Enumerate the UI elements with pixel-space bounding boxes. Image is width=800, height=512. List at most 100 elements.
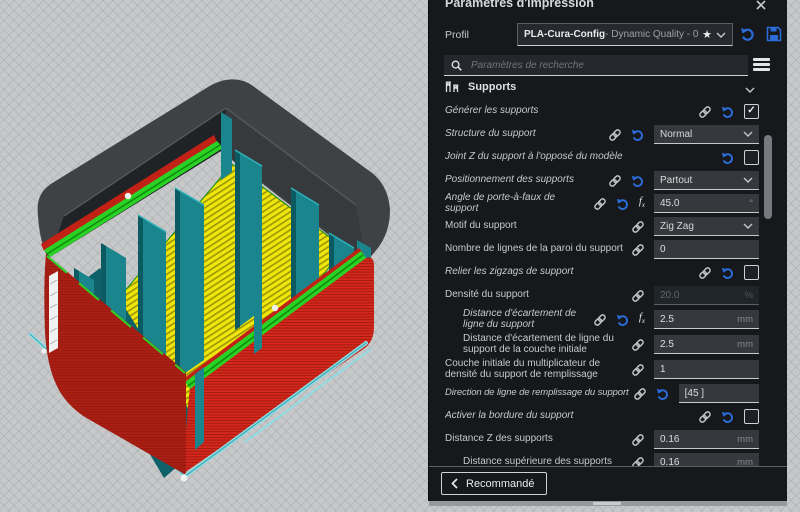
chevron-down-icon — [743, 131, 753, 137]
favorite-star-icon: ★ — [702, 29, 712, 41]
setting-row: Positionnement des supports Partout — [445, 169, 759, 192]
checkbox-unchecked[interactable] — [744, 265, 759, 280]
value-input[interactable]: 0 — [654, 240, 759, 259]
undo-icon[interactable] — [631, 128, 645, 142]
setting-label: Couche initiale du multiplicateur de den… — [445, 358, 601, 380]
setting-label: Angle de porte-à-faux de support — [445, 192, 556, 214]
setting-label: Joint Z du support à l'opposé du modèle — [445, 151, 623, 163]
seam-markers — [41, 192, 279, 482]
dropdown[interactable]: Zig Zag — [654, 217, 759, 236]
setting-label: Nombre de lignes de la paroi du support — [445, 243, 623, 255]
link-icon[interactable] — [631, 456, 645, 467]
setting-row: Distance d'écartement de ligne du suppor… — [445, 307, 759, 332]
recommended-mode-button[interactable]: Recommandé — [441, 472, 548, 495]
link-icon[interactable] — [631, 433, 645, 447]
setting-row: Densité du support 20.0 % — [445, 284, 759, 307]
close-icon[interactable] — [756, 0, 767, 11]
link-icon[interactable] — [631, 220, 645, 234]
profile-label: Profil — [445, 29, 469, 41]
link-icon[interactable] — [608, 174, 622, 188]
chevron-down-icon — [743, 223, 753, 229]
link-icon[interactable] — [631, 289, 645, 303]
undo-icon[interactable] — [721, 105, 735, 119]
link-icon[interactable] — [593, 197, 607, 211]
setting-label: Positionnement des supports — [445, 174, 574, 186]
support-interface-strip — [49, 271, 58, 353]
undo-icon[interactable] — [631, 174, 645, 188]
profile-dropdown[interactable]: PLA-Cura-Config - Dynamic Quality - 0.16… — [517, 23, 733, 46]
value-input[interactable]: 0.16 mm — [654, 453, 759, 466]
profile-variant: - Dynamic Quality - 0.16... — [605, 29, 699, 40]
3d-viewport[interactable] — [0, 0, 428, 512]
value-input[interactable]: 2.5 mm — [654, 310, 759, 329]
section-header-supports[interactable]: Supports — [445, 80, 516, 94]
chevron-left-icon — [451, 478, 458, 489]
model-inner-wall — [221, 108, 366, 260]
sliced-model-preview — [28, 79, 390, 482]
panel-resize-edge[interactable] — [429, 501, 787, 506]
value-input-disabled: 20.0 % — [654, 286, 759, 305]
setting-row: Distance Z des supports 0.16 mm — [445, 428, 759, 451]
link-icon[interactable] — [698, 105, 712, 119]
link-icon[interactable] — [593, 313, 607, 327]
wall-right-layer-lines — [184, 257, 374, 473]
settings-menu-icon[interactable] — [753, 58, 770, 72]
undo-icon[interactable] — [656, 387, 670, 401]
link-icon[interactable] — [631, 363, 645, 377]
chevron-down-icon — [716, 32, 726, 38]
formula-icon[interactable]: fx — [638, 310, 645, 326]
value-input[interactable]: 2.5 mm — [654, 335, 759, 354]
skirt-line-right — [182, 341, 372, 479]
dropdown[interactable]: Partout — [654, 171, 759, 190]
setting-row: Distance supérieure des supports 0.16 mm — [445, 451, 759, 466]
link-icon[interactable] — [631, 338, 645, 352]
setting-row: Angle de porte-à-faux de support fx 45.0… — [445, 192, 759, 215]
wall-left-green-edge — [46, 255, 186, 374]
section-label: Supports — [468, 81, 517, 93]
footer-separator — [429, 466, 787, 467]
setting-label: Relier les zigzags de support — [445, 266, 574, 278]
profile-save-button[interactable] — [766, 26, 783, 43]
setting-row: Générer les supports ✓ — [445, 100, 759, 123]
undo-icon[interactable] — [616, 313, 630, 327]
setting-row: Nombre de lignes de la paroi du support … — [445, 238, 759, 261]
unit-label: % — [744, 289, 753, 301]
settings-scrollbar[interactable] — [764, 135, 772, 219]
section-collapse-icon[interactable] — [745, 84, 755, 96]
print-settings-panel: Paramètres d'impression Profil PLA-Cura-… — [428, 0, 787, 506]
link-icon[interactable] — [633, 387, 647, 401]
value-input[interactable]: 0.16 mm — [654, 430, 759, 449]
undo-icon[interactable] — [721, 266, 735, 280]
link-icon[interactable] — [698, 266, 712, 280]
link-icon[interactable] — [608, 128, 622, 142]
undo-icon[interactable] — [721, 151, 735, 165]
model-shell-gray — [37, 79, 390, 264]
resize-handle[interactable] — [593, 502, 621, 505]
skin-strip-right-line — [187, 254, 364, 387]
link-icon[interactable] — [631, 243, 645, 257]
profile-name: PLA-Cura-Config — [524, 29, 606, 40]
setting-label: Motif du support — [445, 220, 517, 232]
setting-row: Motif du support Zig Zag — [445, 215, 759, 238]
setting-label: Distance supérieure des supports — [463, 456, 612, 466]
undo-icon[interactable] — [721, 410, 735, 424]
undo-icon[interactable] — [616, 197, 630, 211]
settings-search-bar[interactable] — [444, 55, 748, 76]
setting-label: Générer les supports — [445, 105, 539, 117]
checkbox-unchecked[interactable] — [744, 409, 759, 424]
dropdown[interactable]: Normal — [654, 125, 759, 144]
profile-reset-button[interactable] — [740, 26, 757, 43]
setting-row: Direction de ligne de remplissage du sup… — [445, 382, 759, 405]
formula-icon[interactable]: fx — [638, 194, 645, 210]
setting-label: Distance Z des supports — [445, 433, 553, 445]
chevron-down-icon — [743, 177, 753, 183]
value-input[interactable]: [45 ] — [678, 384, 759, 403]
search-input[interactable] — [469, 58, 742, 72]
setting-label: Distance d'écartement de ligne du suppor… — [463, 308, 577, 330]
setting-row: Activer la bordure du support — [445, 405, 759, 428]
link-icon[interactable] — [698, 410, 712, 424]
checkbox-unchecked[interactable] — [744, 150, 759, 165]
value-input[interactable]: 45.0 ° — [654, 194, 759, 213]
checkbox-checked[interactable]: ✓ — [744, 104, 759, 119]
value-input[interactable]: 1 — [654, 360, 759, 379]
